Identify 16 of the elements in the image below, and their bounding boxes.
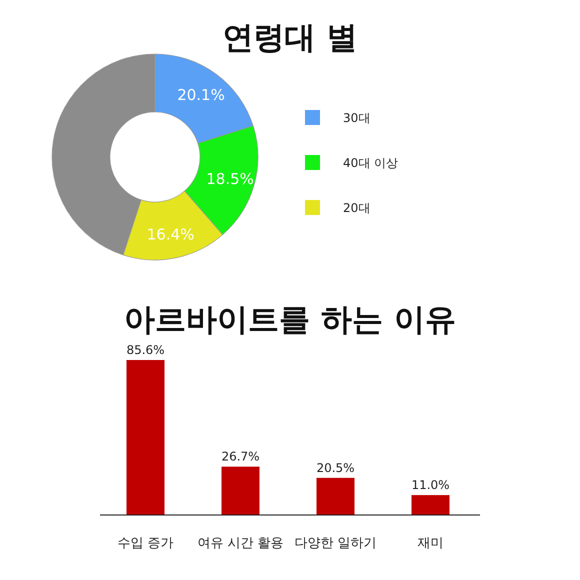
data-label: 26.7% — [221, 450, 260, 464]
data-label: 85.6% — [126, 343, 165, 357]
x-tick-label: 재미 — [418, 536, 444, 551]
x-tick-label: 여유 시간 활용 — [197, 536, 284, 551]
x-tick-label: 수입 증가 — [117, 536, 174, 551]
data-label: 16.4% — [146, 225, 194, 244]
chart-title: 아르바이트를 하는 이유 — [124, 302, 456, 338]
legend-label: 30대 — [343, 111, 370, 125]
x-tick-label: 다양한 일하기 — [294, 536, 377, 551]
data-label: 18.5% — [206, 170, 254, 188]
legend-label: 40대 이상 — [343, 156, 398, 170]
data-label: 20.5% — [316, 460, 355, 475]
chart-title: 연령대 별 — [222, 20, 358, 56]
data-label: 11.0% — [411, 478, 450, 492]
legend-label: 20대 — [343, 201, 370, 215]
data-label: 20.1% — [177, 86, 225, 104]
